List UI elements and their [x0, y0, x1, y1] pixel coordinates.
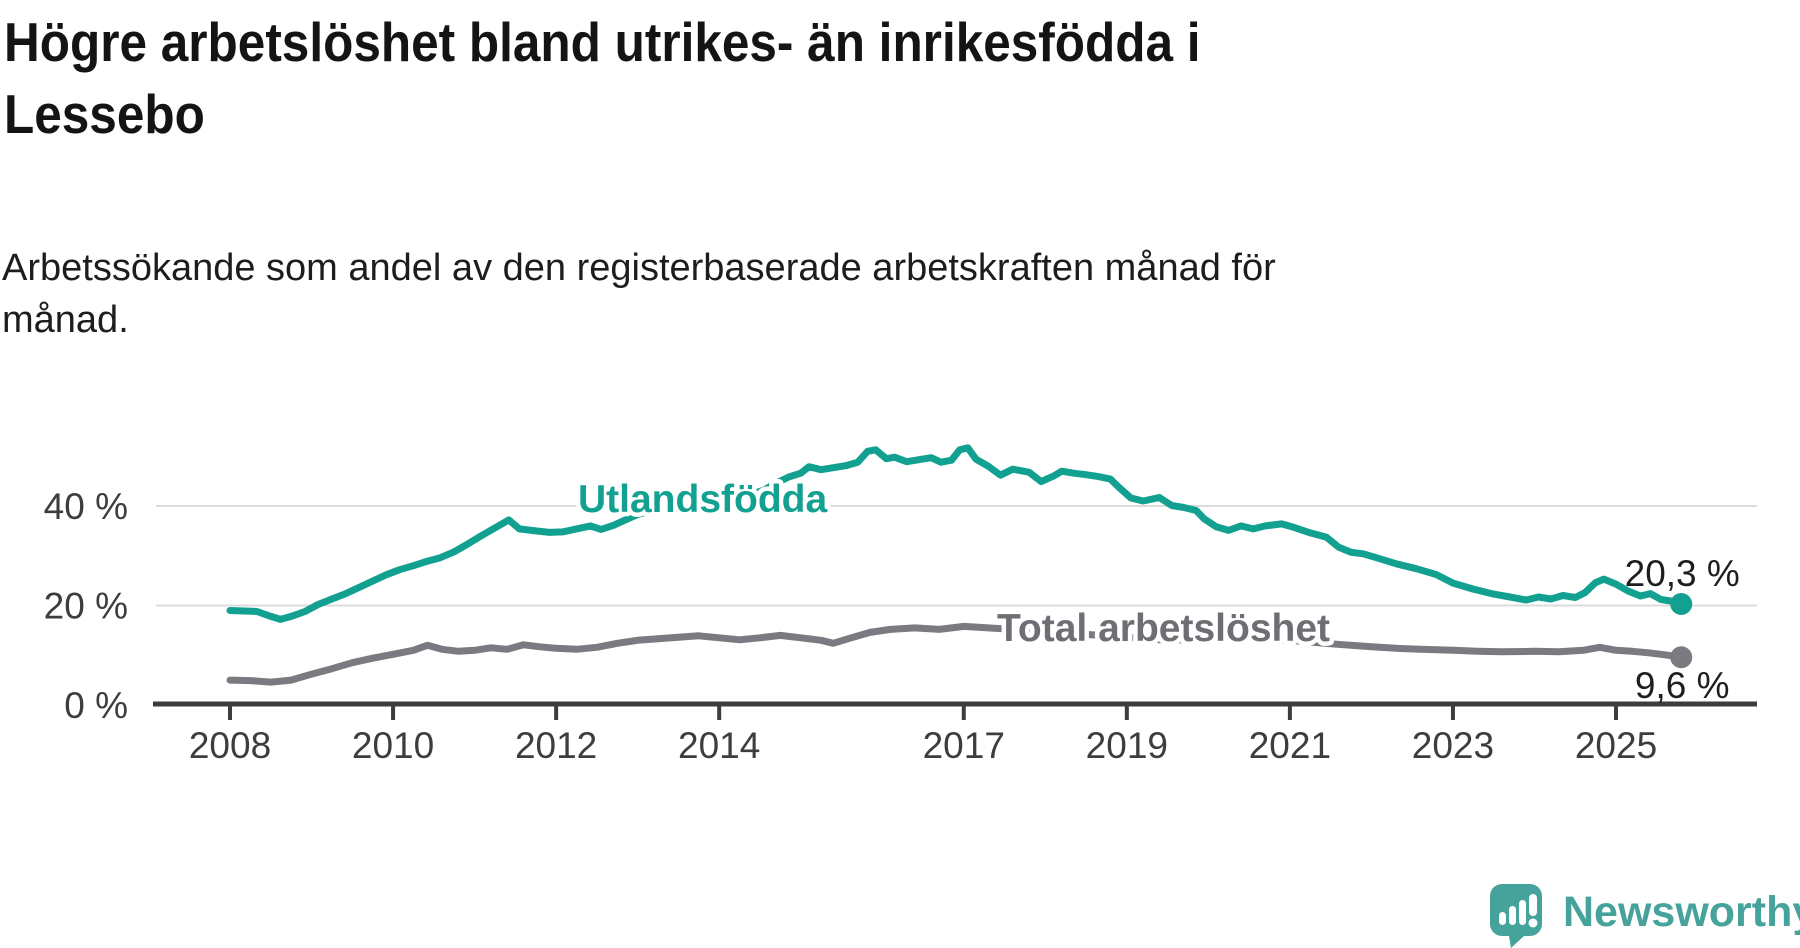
subtitle-line-2: månad.: [2, 299, 129, 341]
total-arbetsloshet-series-label: Total arbetslöshet: [997, 607, 1330, 650]
x-axis-label-2023: 2023: [1412, 725, 1494, 766]
x-axis-label-2025: 2025: [1575, 725, 1657, 766]
x-axis-label-2010: 2010: [352, 725, 434, 766]
total-arbetsloshet-line: [226, 622, 1685, 686]
utlandsfodda-line: [226, 444, 1685, 623]
title-line-2: Lessebo: [4, 83, 205, 145]
title-line-1: Högre arbetslöshet bland utrikes- än inr…: [4, 11, 1201, 73]
x-axis-label-2008: 2008: [189, 725, 271, 766]
newsworthy-logo[interactable]: Newsworthy: [1490, 884, 1800, 948]
y-axis-label-20-percent: 20 %: [44, 586, 128, 627]
newsworthy-logo-text: Newsworthy: [1563, 888, 1800, 936]
utlandsfodda-end-dot: [1670, 593, 1693, 616]
y-axis-label-40-percent: 40 %: [44, 486, 128, 527]
x-axis-label-2017: 2017: [923, 725, 1005, 766]
total-arbetsloshet-end-dot: [1670, 646, 1693, 669]
x-axis-label-2019: 2019: [1086, 725, 1168, 766]
chart-subtitle: Arbetssökande som andel av den registerb…: [2, 242, 1276, 346]
newsworthy-speech-bubble-chart-icon: [1490, 884, 1542, 948]
subtitle-line-1: Arbetssökande som andel av den registerb…: [2, 247, 1276, 289]
y-axis-label-0-percent: 0 %: [64, 685, 128, 726]
page-title: Högre arbetslöshet bland utrikes- än inr…: [4, 6, 1201, 150]
total-arbetsloshet-end-value-label: 9,6 %: [1635, 665, 1730, 706]
x-axis-label-2012: 2012: [515, 725, 597, 766]
utlandsfodda-series-label: Utlandsfödda: [578, 478, 827, 521]
x-axis-label-2021: 2021: [1249, 725, 1331, 766]
x-axis-label-2014: 2014: [678, 725, 760, 766]
utlandsfodda-end-value-label: 20,3 %: [1625, 553, 1740, 594]
